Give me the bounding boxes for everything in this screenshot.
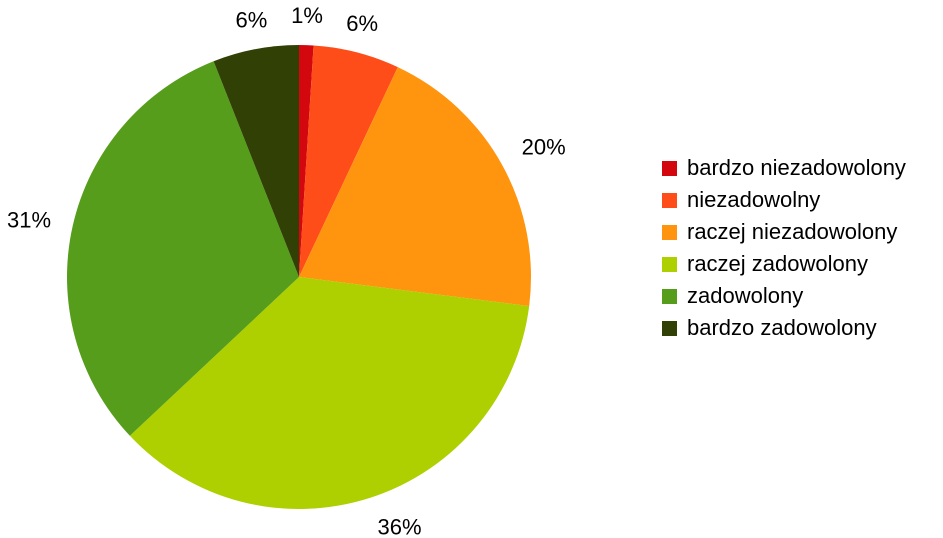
legend-label: raczej zadowolony xyxy=(687,251,868,276)
chart-legend: bardzo niezadowolony niezadowolny raczej n… xyxy=(662,152,906,344)
legend-label: raczej niezadowolony xyxy=(687,219,898,244)
legend-item-raczej-zadowolony: raczej zadowolony xyxy=(662,248,906,280)
legend-item-raczej-niezadowolony: raczej niezadowolony xyxy=(662,216,906,248)
legend-swatch xyxy=(662,320,677,336)
legend-swatch xyxy=(662,192,677,208)
legend-swatch xyxy=(662,160,677,176)
legend-item-niezadowolny: niezadowolny xyxy=(662,184,906,216)
legend-item-bardzo-niezadowolony: bardzo niezadowolony xyxy=(662,152,906,184)
data-label-raczej-niezadowolony: 20% xyxy=(522,135,566,160)
legend-label: niezadowolny xyxy=(687,187,821,212)
pie-slice-zadowolony xyxy=(67,61,299,436)
pie-slice-raczej-niezadowolony xyxy=(299,67,531,307)
legend-item-zadowolony: zadowolony xyxy=(662,280,906,312)
pie-slice-bardzo-niezadowolony xyxy=(299,45,314,277)
legend-label: zadowolony xyxy=(687,283,804,308)
legend-swatch xyxy=(662,224,677,240)
legend-item-bardzo-zadowolony: bardzo zadowolony xyxy=(662,312,906,344)
pie-slice-raczej-zadowolony xyxy=(129,277,530,509)
data-label-zadowolony: 31% xyxy=(7,207,51,232)
pie-slice-niezadowolny xyxy=(299,45,398,278)
data-label-raczej-zadowolony: 36% xyxy=(378,515,422,538)
legend-swatch xyxy=(662,256,677,272)
pie-slice-bardzo-zadowolony xyxy=(213,45,299,277)
data-label-niezadowolny: 6% xyxy=(346,11,378,36)
data-label-bardzo-zadowolony: 6% xyxy=(236,8,268,33)
data-label-bardzo-niezadowolony: 1% xyxy=(291,3,323,28)
legend-swatch xyxy=(662,288,677,304)
legend-label: bardzo zadowolony xyxy=(687,315,877,340)
legend-label: bardzo niezadowolony xyxy=(687,155,906,180)
